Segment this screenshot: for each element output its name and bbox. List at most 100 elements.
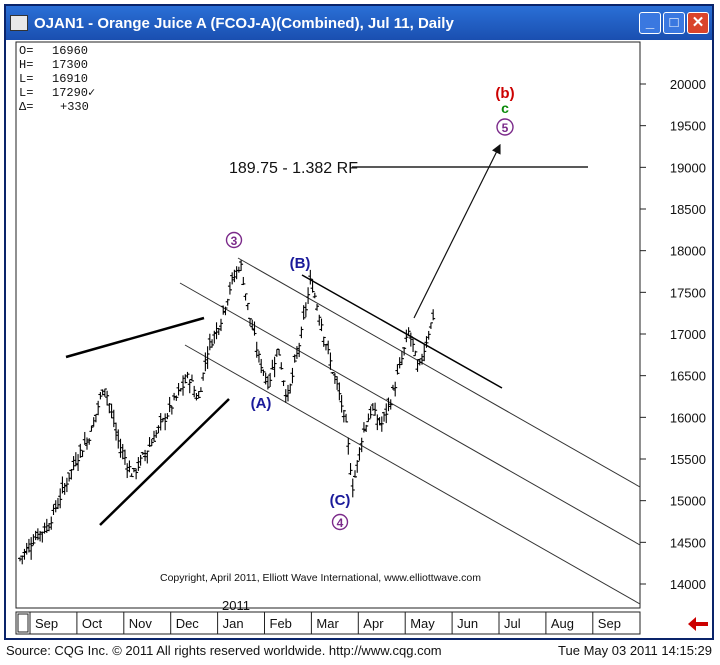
wave-labels: 3 (A) (B) (C) 4 (b) c 5 xyxy=(225,85,515,531)
y-tick-label: 18500 xyxy=(670,202,706,217)
price-bar xyxy=(225,298,230,306)
price-bar xyxy=(205,346,210,369)
price-bar xyxy=(51,504,56,516)
price-bar xyxy=(408,332,413,347)
price-bar xyxy=(344,413,349,423)
minimize-button[interactable]: _ xyxy=(639,12,661,34)
price-bar xyxy=(294,346,299,359)
quote-key: L= xyxy=(19,72,33,86)
price-bar xyxy=(339,395,344,413)
price-bar xyxy=(100,389,105,396)
price-bar xyxy=(158,413,163,431)
price-bar xyxy=(312,292,317,299)
source-text: Source: CQG Inc. © 2011 All rights reser… xyxy=(6,643,442,658)
x-tick-label: Oct xyxy=(82,616,103,631)
price-bar xyxy=(382,411,387,422)
x-tick-label: Jun xyxy=(457,616,478,631)
scroll-thumb[interactable] xyxy=(17,613,29,633)
price-bar xyxy=(78,443,83,458)
price-bar xyxy=(341,409,346,423)
price-bar xyxy=(265,375,270,390)
price-bars xyxy=(18,260,436,565)
price-bar xyxy=(355,460,360,473)
price-bar xyxy=(31,534,36,546)
price-bar xyxy=(127,460,132,473)
price-bar xyxy=(29,537,34,560)
price-bar xyxy=(35,528,40,541)
price-bar xyxy=(145,450,150,464)
maximize-button[interactable]: □ xyxy=(663,12,685,34)
price-bar xyxy=(172,392,177,401)
price-bar xyxy=(154,430,159,438)
wave-c-green-label: c xyxy=(501,100,509,116)
price-bar xyxy=(109,403,114,419)
price-bar xyxy=(165,413,170,420)
price-bar xyxy=(207,333,212,351)
price-bar xyxy=(138,454,143,466)
price-bar xyxy=(181,375,186,396)
y-tick-label: 16500 xyxy=(670,369,706,384)
price-bar xyxy=(263,372,268,385)
price-bar xyxy=(292,354,297,363)
price-bar xyxy=(402,346,407,356)
price-bar xyxy=(174,395,179,401)
price-bar xyxy=(239,260,244,271)
price-bar xyxy=(236,266,241,273)
quote-key: H= xyxy=(19,58,33,72)
price-bar xyxy=(259,358,264,374)
quote-value: 16910 xyxy=(52,72,88,86)
price-bar xyxy=(38,530,43,542)
x-tick-label: Feb xyxy=(270,616,292,631)
price-bar xyxy=(105,390,110,406)
price-bar xyxy=(245,302,250,311)
y-tick-label: 14500 xyxy=(670,535,706,550)
price-bar xyxy=(431,309,436,321)
price-bar xyxy=(426,330,431,340)
price-bar xyxy=(241,276,246,286)
price-bar xyxy=(125,463,130,479)
price-bar xyxy=(277,348,282,356)
price-bar xyxy=(375,414,380,431)
time-axis: Sep Oct Nov Dec Jan Feb Mar Apr May Jun Jul Aug Sep xyxy=(29,612,621,634)
price-bar xyxy=(386,397,391,412)
wave-c-label: (C) xyxy=(330,492,351,509)
price-bar xyxy=(390,384,395,390)
y-tick-label: 14000 xyxy=(670,577,706,592)
price-bar xyxy=(417,358,422,366)
price-bar xyxy=(315,304,320,311)
price-axis: 14000 14500 15000 15500 16000 16500 17000 17500… xyxy=(640,77,706,592)
price-bar xyxy=(219,318,223,332)
price-bar xyxy=(370,403,375,411)
price-bar xyxy=(248,317,253,327)
price-bar xyxy=(120,443,125,460)
price-bar xyxy=(49,516,54,530)
y-tick-label: 20000 xyxy=(670,77,706,92)
wave-b-label: (B) xyxy=(290,255,311,272)
x-tick-label: Jan xyxy=(223,616,244,631)
time-axis-band xyxy=(15,611,641,635)
price-bar xyxy=(183,374,188,384)
left-arrow-icon[interactable] xyxy=(688,617,708,631)
price-bar xyxy=(131,467,136,473)
price-bar xyxy=(122,449,127,465)
quote-value: +330 xyxy=(60,100,89,114)
price-bar xyxy=(22,548,27,560)
price-bar xyxy=(270,359,275,370)
price-bar xyxy=(359,437,364,453)
price-bar xyxy=(379,416,384,432)
price-bar xyxy=(261,369,266,376)
price-bar xyxy=(18,557,22,562)
price-bar xyxy=(361,422,366,433)
price-bar xyxy=(388,399,393,410)
y-tick-label: 18000 xyxy=(670,244,706,259)
x-tick-label: May xyxy=(410,616,435,631)
title-bar[interactable]: OJAN1 - Orange Juice A (FCOJ-A)(Combined… xyxy=(6,6,712,40)
price-bar xyxy=(424,336,429,348)
channel-line-upper xyxy=(237,257,641,488)
y-tick-label: 17500 xyxy=(670,285,706,300)
price-bar xyxy=(297,342,302,358)
close-button[interactable]: ✕ xyxy=(687,12,709,34)
price-bar xyxy=(281,380,286,387)
window-title: OJAN1 - Orange Juice A (FCOJ-A)(Combined… xyxy=(34,15,454,32)
price-bar xyxy=(306,287,311,304)
